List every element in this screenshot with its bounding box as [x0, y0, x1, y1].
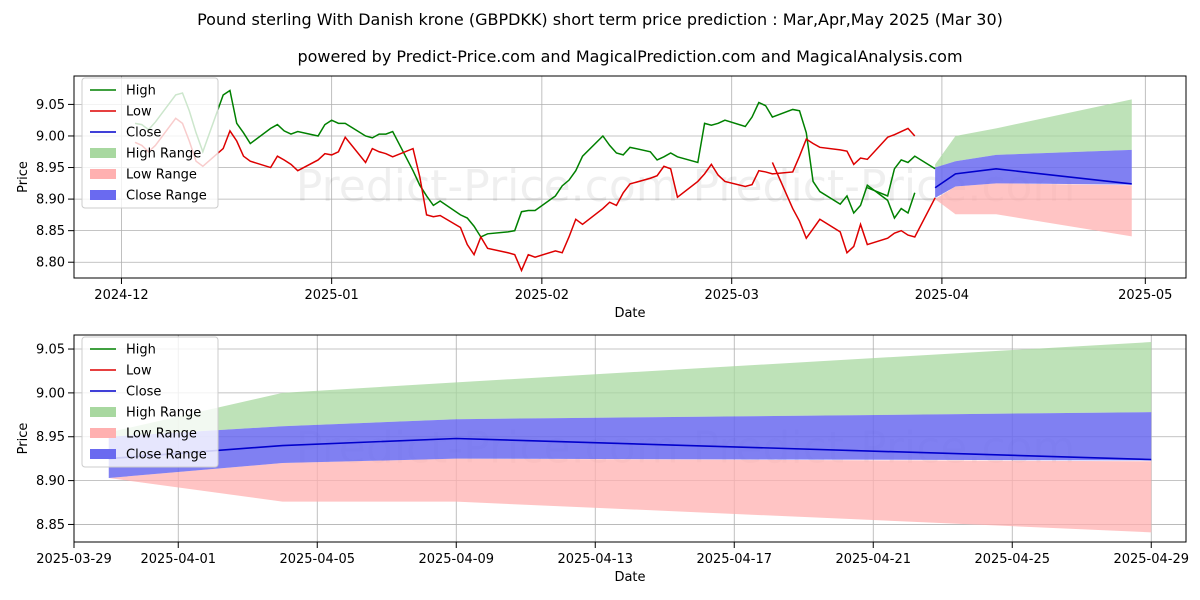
legend-label-close: Close [126, 385, 161, 400]
legend-label-close: Close [126, 126, 161, 141]
y-axis: 8.85 8.90 8.95 9.00 9.05 Price [16, 343, 74, 533]
legend-label-close-range: Close Range [126, 189, 207, 204]
low-range-band [935, 183, 1132, 237]
x-tick-label: 2025-04-29 [1113, 552, 1189, 567]
y-tick-label: 8.90 [36, 193, 65, 208]
high-line [134, 89, 916, 238]
legend-label-high: High [126, 84, 156, 99]
legend-swatch-low-range [90, 169, 116, 179]
x-tick-label: 2025-05 [1118, 288, 1172, 303]
x-tick-label: 2025-03 [705, 288, 759, 303]
legend: High Low Close High Range Low Range Close Ran… [81, 336, 219, 468]
y-tick-label: 8.95 [36, 161, 65, 176]
axes-frame [73, 75, 1187, 279]
x-tick-label: 2025-04-09 [418, 552, 494, 567]
y-tick-label: 9.00 [36, 129, 65, 144]
low-line [134, 117, 916, 273]
x-axis-label: Date [614, 570, 645, 585]
x-tick-label: 2025-04-25 [974, 552, 1050, 567]
y-tick-label: 8.85 [36, 518, 65, 533]
close-range-band [935, 149, 1132, 198]
range-bands [108, 342, 1152, 533]
y-axis: 8.80 8.85 8.90 8.95 9.00 9.05 Price [16, 98, 74, 271]
high-range-band [935, 99, 1132, 168]
range-bands [935, 99, 1132, 237]
legend-label-low-range: Low Range [126, 427, 197, 442]
legend-swatch-high-range [90, 407, 116, 417]
x-tick-label: 2025-04-05 [279, 552, 355, 567]
y-axis-label: Price [16, 423, 31, 455]
legend: High Low Close High Range Low Range Close Ran… [81, 77, 219, 209]
legend-swatch-low-range [90, 428, 116, 438]
low-late-line [771, 162, 936, 255]
legend-label-high-range: High Range [126, 147, 201, 162]
axes-frame [73, 334, 1187, 543]
top-panel: Predict-Price.com Predict-Price.com2024-… [16, 75, 1187, 321]
legend-swatch-high-range [90, 148, 116, 158]
x-tick-label: 2025-02 [515, 288, 569, 303]
x-tick-label: 2025-04-13 [557, 552, 633, 567]
y-tick-label: 9.05 [36, 98, 65, 113]
x-tick-label: 2025-03-29 [36, 552, 112, 567]
y-tick-label: 8.80 [36, 256, 65, 271]
legend-label-high: High [126, 343, 156, 358]
y-tick-label: 9.05 [36, 343, 65, 358]
x-tick-label: 2024-12 [94, 288, 148, 303]
high-late-line [867, 155, 936, 197]
low-range-band [108, 458, 1152, 533]
chart-title: Pound sterling With Danish krone (GBPDKK… [197, 10, 1003, 29]
legend-swatch-close-range [90, 449, 116, 459]
high-range-band [108, 342, 1152, 437]
legend-swatch-close-range [90, 190, 116, 200]
close-forecast-line [934, 167, 1132, 189]
legend-label-low: Low [126, 105, 152, 120]
legend-label-low-range: Low Range [126, 168, 197, 183]
x-tick-label: 2025-04-21 [835, 552, 911, 567]
close-range-band [108, 412, 1152, 478]
x-tick-label: 2025-04-01 [140, 552, 216, 567]
y-tick-label: 8.95 [36, 430, 65, 445]
bottom-panel: Predict-Price.com Predict-Price.com2025-… [16, 334, 1189, 585]
legend-label-close-range: Close Range [126, 448, 207, 463]
y-axis-label: Price [16, 161, 31, 193]
x-tick-label: 2025-01 [304, 288, 358, 303]
y-tick-label: 8.85 [36, 224, 65, 239]
y-tick-label: 9.00 [36, 386, 65, 401]
x-tick-label: 2025-04 [915, 288, 969, 303]
x-axis: 2024-12 2025-01 2025-02 2025-03 2025-04 2025-… [94, 278, 1172, 321]
legend-label-high-range: High Range [126, 406, 201, 421]
y-tick-label: 8.90 [36, 474, 65, 489]
x-axis-label: Date [614, 306, 645, 321]
chart-subtitle: powered by Predict-Price.com and Magical… [297, 47, 962, 66]
x-tick-label: 2025-04-17 [696, 552, 772, 567]
legend-label-low: Low [126, 364, 152, 379]
x-axis: 2025-03-29 2025-04-01 2025-04-05 2025-04-09… [36, 542, 1189, 585]
